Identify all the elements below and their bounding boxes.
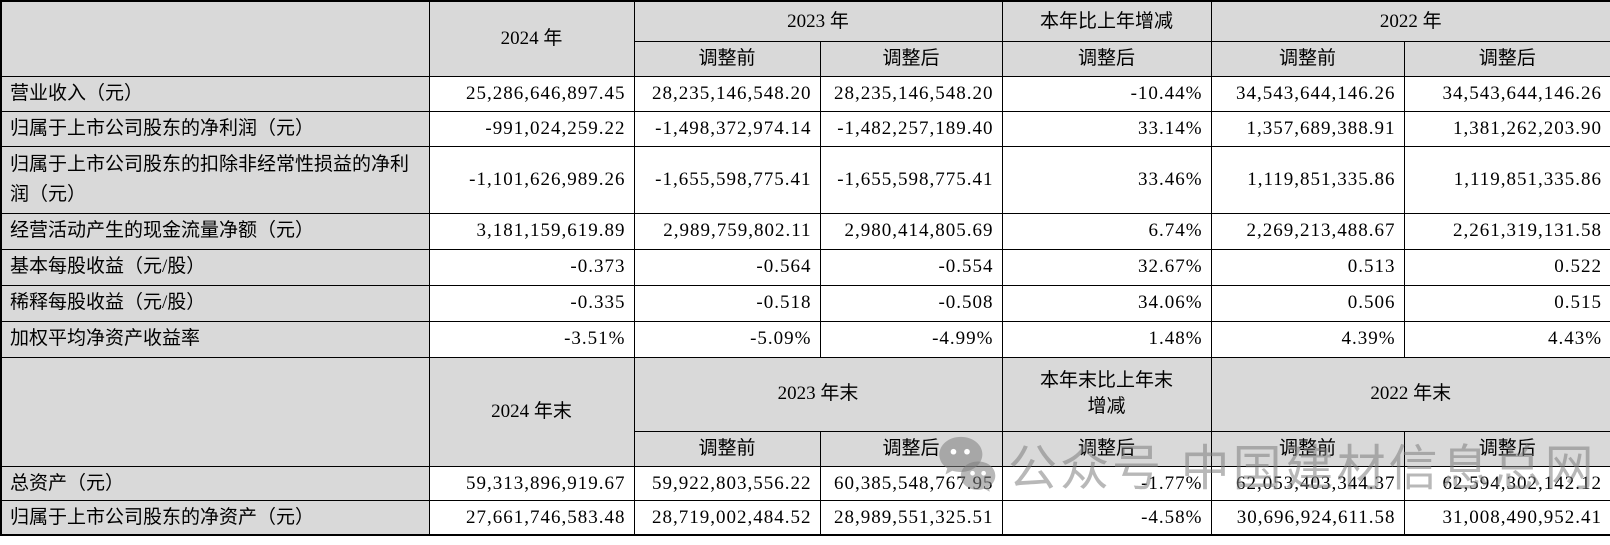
- value-2023-before: 28,235,146,548.20: [633, 75, 821, 112]
- value-2024: -0.335: [428, 284, 635, 322]
- value-2022-before: 1,357,689,388.91: [1210, 110, 1405, 147]
- value-change: 33.14%: [1001, 110, 1212, 147]
- table-row-net-profit: 归属于上市公司股东的净利润（元） -991,024,259.22 -1,498,…: [0, 110, 1610, 147]
- table-row-diluted-eps: 稀释每股收益（元/股） -0.335 -0.518 -0.508 34.06% …: [0, 284, 1610, 322]
- value-2024: -991,024,259.22: [428, 110, 635, 147]
- value-change: -1.77%: [1001, 465, 1212, 501]
- table-row-weighted-avg-roe: 加权平均净资产收益率 -3.51% -5.09% -4.99% 1.48% 4.…: [0, 320, 1610, 358]
- row-label: 归属于上市公司股东的扣除非经常性损益的净利润（元）: [0, 145, 430, 214]
- value-2023-after: 28,989,551,325.51: [819, 499, 1003, 536]
- header-yoy-change: 本年比上年增减: [1001, 0, 1212, 42]
- value-2023-after: 28,235,146,548.20: [819, 75, 1003, 112]
- value-2024: 3,181,159,619.89: [428, 212, 635, 250]
- value-2023-before: -1,498,372,974.14: [633, 110, 821, 147]
- table-row-net-assets: 归属于上市公司股东的净资产（元） 27,661,746,583.48 28,71…: [0, 499, 1610, 536]
- value-2022-before: 4.39%: [1210, 320, 1405, 358]
- value-2022-after: 1,119,851,335.86: [1403, 145, 1610, 214]
- header-year-2024: 2024 年: [428, 0, 635, 77]
- value-2022-before: 1,119,851,335.86: [1210, 145, 1405, 214]
- value-2024: -3.51%: [428, 320, 635, 358]
- header-2022-after: 调整后: [1403, 40, 1610, 77]
- value-2024: 59,313,896,919.67: [428, 465, 635, 501]
- row-label: 总资产（元）: [0, 465, 430, 501]
- yearend-header-row-years: 2024 年末 2023 年末 本年末比上年末增减 2022 年末: [0, 356, 1610, 467]
- value-2022-after: 2,261,319,131.58: [1403, 212, 1610, 250]
- table-row-total-assets: 总资产（元） 59,313,896,919.67 59,922,803,556.…: [0, 465, 1610, 501]
- value-2023-before: -5.09%: [633, 320, 821, 358]
- value-change: -10.44%: [1001, 75, 1212, 112]
- header-change-after: 调整后: [1001, 40, 1212, 77]
- row-label: 归属于上市公司股东的净利润（元）: [0, 110, 430, 147]
- table-row-net-profit-excl-nonrecurring: 归属于上市公司股东的扣除非经常性损益的净利润（元） -1,101,626,989…: [0, 145, 1610, 214]
- header-yearend-2023: 2023 年末: [633, 356, 1003, 432]
- header-year-2023: 2023 年: [633, 0, 1003, 42]
- row-label: 经营活动产生的现金流量净额（元）: [0, 212, 430, 250]
- value-change: 34.06%: [1001, 284, 1212, 322]
- value-2024: 25,286,646,897.45: [428, 75, 635, 112]
- value-2022-before: 30,696,924,611.58: [1210, 499, 1405, 536]
- value-2023-after: 60,385,548,767.95: [819, 465, 1003, 501]
- value-change: 32.67%: [1001, 248, 1212, 286]
- row-label: 归属于上市公司股东的净资产（元）: [0, 499, 430, 536]
- header-yearend-2023-before: 调整前: [633, 430, 821, 467]
- value-2024: 27,661,746,583.48: [428, 499, 635, 536]
- header-yearend-2022-after: 调整后: [1403, 430, 1610, 467]
- corner-cell: [0, 0, 430, 77]
- value-2022-after: 34,543,644,146.26: [1403, 75, 1610, 112]
- value-2022-after: 0.515: [1403, 284, 1610, 322]
- header-yearend-2023-after: 调整后: [819, 430, 1003, 467]
- value-2024: -1,101,626,989.26: [428, 145, 635, 214]
- row-label: 基本每股收益（元/股）: [0, 248, 430, 286]
- value-2023-before: 59,922,803,556.22: [633, 465, 821, 501]
- value-2022-after: 31,008,490,952.41: [1403, 499, 1610, 536]
- annual-header-row-adjust: 调整前 调整后 调整后 调整前 调整后: [1, 40, 1610, 77]
- header-yearend-2022: 2022 年末: [1210, 356, 1610, 432]
- value-2022-after: 4.43%: [1403, 320, 1610, 358]
- value-2023-after: -4.99%: [819, 320, 1003, 358]
- value-2022-before: 0.513: [1210, 248, 1405, 286]
- value-2023-before: -1,655,598,775.41: [633, 145, 821, 214]
- value-2022-before: 2,269,213,488.67: [1210, 212, 1405, 250]
- value-2022-after: 0.522: [1403, 248, 1610, 286]
- annual-header-row-years: 2024 年 2023 年 本年比上年增减 2022 年: [0, 0, 1610, 77]
- value-2023-before: -0.518: [633, 284, 821, 322]
- value-2023-before: 28,719,002,484.52: [633, 499, 821, 536]
- value-2022-after: 62,594,302,142.12: [1403, 465, 1610, 501]
- header-yearend-2024: 2024 年末: [428, 356, 635, 467]
- value-2023-after: -1,655,598,775.41: [819, 145, 1003, 214]
- header-2022-before: 调整前: [1210, 40, 1405, 77]
- table-row-operating-cash-flow: 经营活动产生的现金流量净额（元） 3,181,159,619.89 2,989,…: [0, 212, 1610, 250]
- value-2024: -0.373: [428, 248, 635, 286]
- header-2023-before: 调整前: [633, 40, 821, 77]
- corner-cell-2: [0, 356, 430, 467]
- value-2023-before: 2,989,759,802.11: [633, 212, 821, 250]
- header-yearend-change: 本年末比上年末增减: [1001, 356, 1212, 432]
- value-2023-after: -0.508: [819, 284, 1003, 322]
- value-change: 1.48%: [1001, 320, 1212, 358]
- value-2023-after: -0.554: [819, 248, 1003, 286]
- value-2023-after: 2,980,414,805.69: [819, 212, 1003, 250]
- header-year-2022: 2022 年: [1210, 0, 1610, 42]
- row-label: 稀释每股收益（元/股）: [0, 284, 430, 322]
- yearend-header-row-adjust: 调整前 调整后 调整后 调整前 调整后: [1, 430, 1610, 467]
- value-2022-after: 1,381,262,203.90: [1403, 110, 1610, 147]
- value-2022-before: 62,053,403,344.37: [1210, 465, 1405, 501]
- yearend-change-text: 本年末比上年末增减: [1040, 370, 1174, 417]
- header-yearend-2022-before: 调整前: [1210, 430, 1405, 467]
- value-2022-before: 34,543,644,146.26: [1210, 75, 1405, 112]
- value-2023-before: -0.564: [633, 248, 821, 286]
- header-yearend-change-after: 调整后: [1001, 430, 1212, 467]
- value-change: -4.58%: [1001, 499, 1212, 536]
- row-label: 营业收入（元）: [0, 75, 430, 112]
- value-change: 33.46%: [1001, 145, 1212, 214]
- value-2022-before: 0.506: [1210, 284, 1405, 322]
- value-change: 6.74%: [1001, 212, 1212, 250]
- row-label: 加权平均净资产收益率: [0, 320, 430, 358]
- table-row-basic-eps: 基本每股收益（元/股） -0.373 -0.564 -0.554 32.67% …: [0, 248, 1610, 286]
- value-2023-after: -1,482,257,189.40: [819, 110, 1003, 147]
- header-2023-after: 调整后: [819, 40, 1003, 77]
- table-row-revenue: 营业收入（元） 25,286,646,897.45 28,235,146,548…: [0, 75, 1610, 112]
